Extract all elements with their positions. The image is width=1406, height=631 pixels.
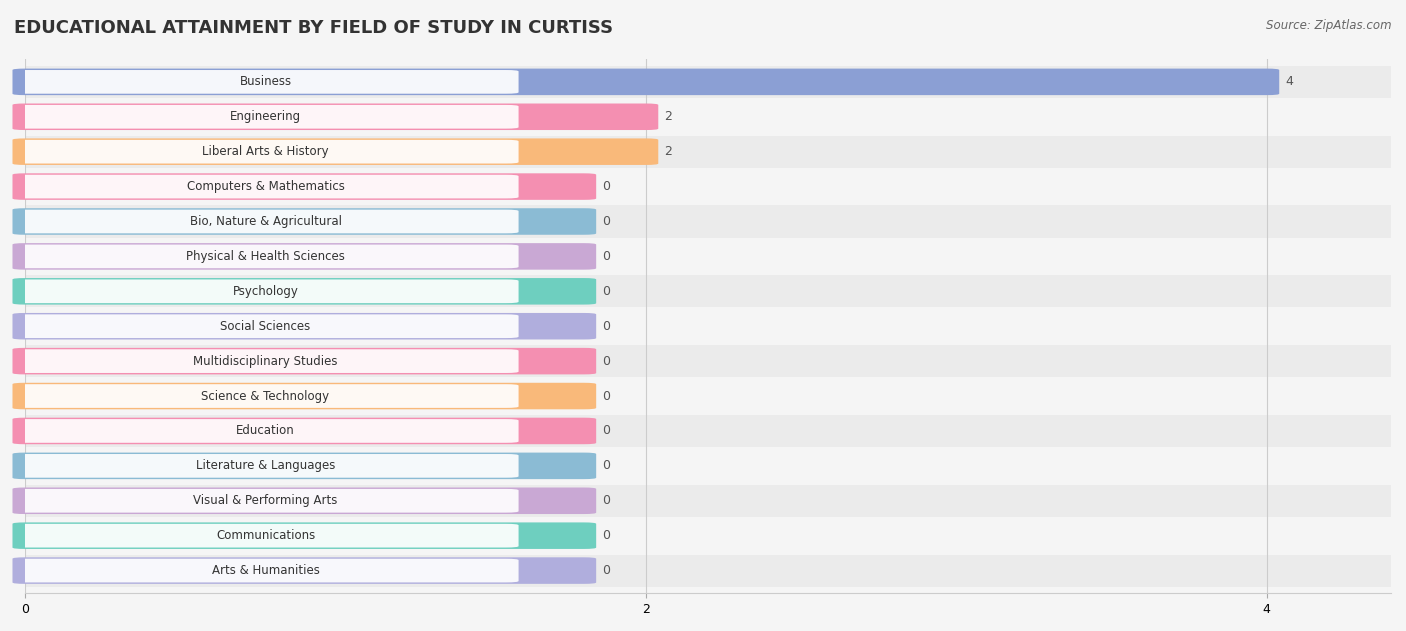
FancyBboxPatch shape (13, 522, 596, 549)
Text: 0: 0 (602, 529, 610, 542)
FancyBboxPatch shape (13, 454, 519, 478)
Text: Psychology: Psychology (232, 285, 298, 298)
FancyBboxPatch shape (13, 174, 596, 200)
FancyBboxPatch shape (13, 245, 519, 268)
Text: Communications: Communications (217, 529, 315, 542)
Bar (0, 380, 1406, 412)
Text: Multidisciplinary Studies: Multidisciplinary Studies (193, 355, 337, 368)
Bar (0, 66, 1406, 98)
Text: 0: 0 (602, 215, 610, 228)
FancyBboxPatch shape (13, 69, 1279, 95)
FancyBboxPatch shape (13, 524, 519, 548)
FancyBboxPatch shape (13, 383, 596, 410)
Text: Social Sciences: Social Sciences (221, 320, 311, 333)
Text: Source: ZipAtlas.com: Source: ZipAtlas.com (1267, 19, 1392, 32)
Bar (0, 240, 1406, 273)
Bar (0, 345, 1406, 377)
FancyBboxPatch shape (13, 419, 519, 443)
Text: Arts & Humanities: Arts & Humanities (211, 564, 319, 577)
FancyBboxPatch shape (13, 70, 519, 93)
FancyBboxPatch shape (13, 489, 519, 512)
Text: EDUCATIONAL ATTAINMENT BY FIELD OF STUDY IN CURTISS: EDUCATIONAL ATTAINMENT BY FIELD OF STUDY… (14, 19, 613, 37)
FancyBboxPatch shape (13, 280, 519, 303)
Text: 0: 0 (602, 494, 610, 507)
Text: 0: 0 (602, 355, 610, 368)
FancyBboxPatch shape (13, 313, 596, 339)
Text: 2: 2 (665, 110, 672, 123)
Text: Education: Education (236, 425, 295, 437)
FancyBboxPatch shape (13, 138, 658, 165)
Bar (0, 519, 1406, 551)
Text: 0: 0 (602, 320, 610, 333)
FancyBboxPatch shape (13, 350, 519, 373)
Text: Liberal Arts & History: Liberal Arts & History (202, 145, 329, 158)
Bar (0, 310, 1406, 342)
Text: 0: 0 (602, 459, 610, 473)
Bar (0, 170, 1406, 203)
Text: Physical & Health Sciences: Physical & Health Sciences (186, 250, 344, 263)
Text: 0: 0 (602, 389, 610, 403)
FancyBboxPatch shape (13, 140, 519, 163)
Text: Visual & Performing Arts: Visual & Performing Arts (194, 494, 337, 507)
FancyBboxPatch shape (13, 103, 658, 130)
FancyBboxPatch shape (13, 208, 596, 235)
Text: 0: 0 (602, 250, 610, 263)
Text: Science & Technology: Science & Technology (201, 389, 329, 403)
FancyBboxPatch shape (13, 243, 596, 269)
Text: 4: 4 (1285, 75, 1294, 88)
FancyBboxPatch shape (13, 105, 519, 129)
Bar (0, 450, 1406, 482)
Bar (0, 275, 1406, 307)
Text: 2: 2 (665, 145, 672, 158)
Text: Computers & Mathematics: Computers & Mathematics (187, 180, 344, 193)
FancyBboxPatch shape (13, 348, 596, 374)
FancyBboxPatch shape (13, 452, 596, 479)
FancyBboxPatch shape (13, 558, 519, 582)
Text: 0: 0 (602, 285, 610, 298)
Bar (0, 136, 1406, 168)
Bar (0, 101, 1406, 133)
FancyBboxPatch shape (13, 557, 596, 584)
FancyBboxPatch shape (13, 175, 519, 198)
Bar (0, 206, 1406, 237)
FancyBboxPatch shape (13, 209, 519, 233)
Text: 0: 0 (602, 564, 610, 577)
Text: Literature & Languages: Literature & Languages (195, 459, 335, 473)
FancyBboxPatch shape (13, 384, 519, 408)
Text: 0: 0 (602, 425, 610, 437)
FancyBboxPatch shape (13, 488, 596, 514)
Text: Business: Business (239, 75, 291, 88)
Text: Engineering: Engineering (231, 110, 301, 123)
Text: 0: 0 (602, 180, 610, 193)
Bar (0, 555, 1406, 587)
FancyBboxPatch shape (13, 314, 519, 338)
FancyBboxPatch shape (13, 278, 596, 305)
FancyBboxPatch shape (13, 418, 596, 444)
Bar (0, 485, 1406, 517)
Bar (0, 415, 1406, 447)
Text: Bio, Nature & Agricultural: Bio, Nature & Agricultural (190, 215, 342, 228)
